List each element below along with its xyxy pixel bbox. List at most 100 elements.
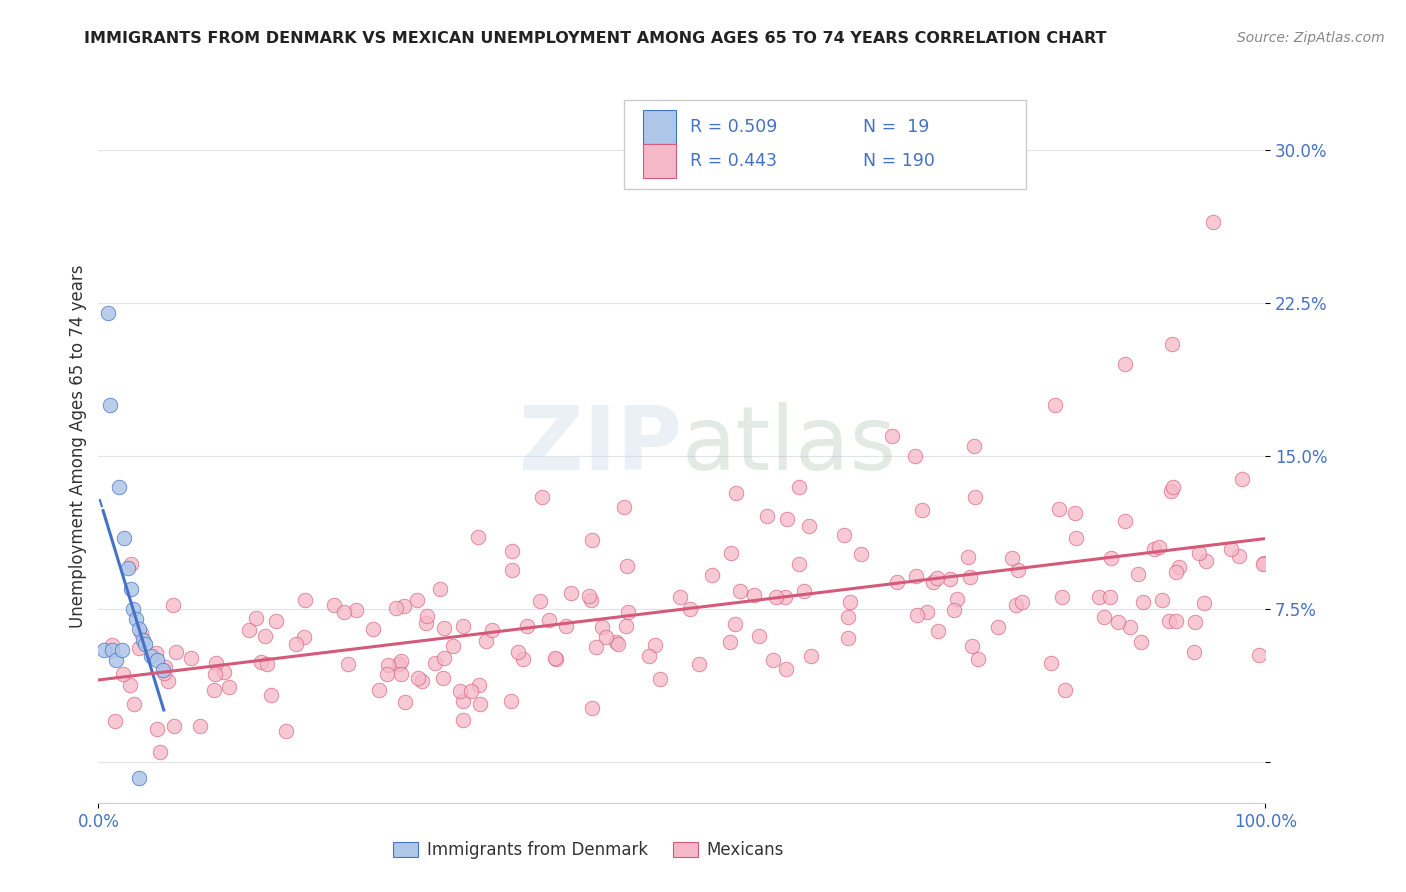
Point — [501, 543, 523, 558]
Point — [157, 673, 180, 688]
Point — [1088, 590, 1111, 604]
Point — [1114, 514, 1136, 528]
Point — [614, 619, 637, 633]
Point — [260, 689, 283, 703]
Point — [1050, 590, 1073, 604]
Point — [474, 634, 496, 648]
Point — [1099, 551, 1122, 566]
Point — [905, 568, 928, 582]
Point — [959, 570, 981, 584]
Point — [212, 665, 235, 679]
Point — [1164, 614, 1187, 628]
Point — [93, 643, 115, 657]
Point — [451, 619, 474, 633]
Point — [202, 683, 225, 698]
Point — [406, 672, 429, 686]
Y-axis label: Unemployment Among Ages 65 to 74 years: Unemployment Among Ages 65 to 74 years — [69, 264, 87, 628]
Point — [1161, 337, 1184, 351]
FancyBboxPatch shape — [624, 100, 1026, 189]
Bar — [644, 145, 676, 178]
Point — [274, 724, 297, 739]
Point — [748, 629, 770, 643]
Point — [544, 652, 567, 666]
Point — [962, 439, 984, 453]
Point — [406, 593, 429, 607]
Point — [915, 605, 938, 619]
Point — [389, 667, 412, 681]
Point — [1168, 559, 1191, 574]
Point — [139, 648, 162, 663]
Point — [101, 643, 124, 657]
Point — [1098, 590, 1121, 604]
Point — [264, 614, 287, 628]
Point — [775, 662, 797, 676]
Point — [1064, 531, 1087, 545]
Point — [188, 719, 211, 733]
Point — [377, 657, 399, 672]
Point — [120, 558, 142, 572]
Point — [375, 667, 398, 681]
Point — [585, 640, 607, 654]
Point — [112, 531, 135, 545]
Point — [104, 714, 127, 728]
Point — [987, 620, 1010, 634]
Point — [432, 671, 454, 685]
Point — [149, 745, 172, 759]
Point — [773, 590, 796, 604]
Point — [384, 600, 406, 615]
Point — [501, 564, 523, 578]
Point — [1119, 619, 1142, 633]
Point — [1007, 563, 1029, 577]
Point — [725, 486, 748, 500]
Point — [789, 557, 811, 571]
Point — [1001, 551, 1024, 566]
Point — [832, 528, 855, 542]
Point — [1040, 656, 1063, 670]
Point — [728, 583, 751, 598]
Point — [1063, 506, 1085, 520]
Point — [132, 632, 155, 647]
Point — [468, 697, 491, 711]
Point — [125, 612, 148, 626]
Point — [578, 589, 600, 603]
Point — [1184, 615, 1206, 629]
Point — [180, 651, 202, 665]
Point — [204, 656, 226, 670]
Point — [605, 634, 627, 648]
Point — [97, 306, 120, 320]
Point — [128, 623, 150, 637]
Point — [957, 550, 980, 565]
Point — [1164, 565, 1187, 579]
Point — [1160, 484, 1182, 499]
Point — [911, 503, 934, 517]
Point — [101, 639, 124, 653]
Point — [537, 613, 560, 627]
Point — [637, 648, 659, 663]
Point — [946, 592, 969, 607]
Point — [560, 586, 582, 600]
Point — [367, 683, 389, 698]
Point — [129, 626, 152, 640]
Point — [411, 673, 433, 688]
Text: N =  19: N = 19 — [863, 118, 929, 136]
Point — [1249, 648, 1271, 662]
Point — [1182, 645, 1205, 659]
Point — [499, 694, 522, 708]
Point — [516, 618, 538, 632]
Point — [323, 598, 346, 612]
Point — [1157, 615, 1180, 629]
Point — [554, 619, 576, 633]
Point — [724, 617, 747, 632]
Point — [250, 656, 273, 670]
Point — [284, 637, 307, 651]
Point — [1047, 502, 1070, 516]
Point — [837, 631, 859, 645]
Point — [117, 561, 139, 575]
Point — [849, 547, 872, 561]
Point — [1132, 595, 1154, 609]
Point — [591, 620, 613, 634]
Point — [433, 651, 456, 665]
Point — [616, 605, 638, 619]
Point — [595, 631, 617, 645]
Point — [146, 653, 169, 667]
